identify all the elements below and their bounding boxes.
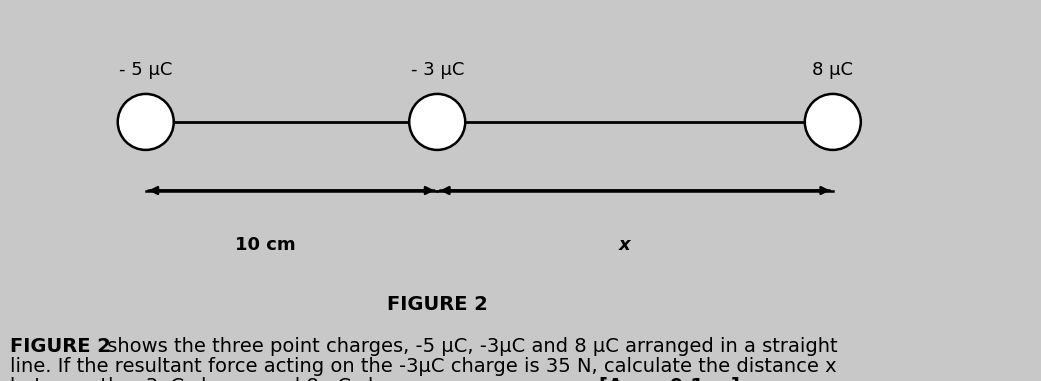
Text: FIGURE 2: FIGURE 2	[10, 337, 111, 356]
Text: shows the three point charges, -5 μC, -3μC and 8 μC arranged in a straight: shows the three point charges, -5 μC, -3…	[101, 337, 838, 356]
Text: - 5 μC: - 5 μC	[119, 61, 173, 79]
Ellipse shape	[118, 94, 174, 150]
Text: line. If the resultant force acting on the -3μC charge is 35 N, calculate the di: line. If the resultant force acting on t…	[10, 357, 837, 376]
Ellipse shape	[409, 94, 465, 150]
Text: FIGURE 2: FIGURE 2	[387, 295, 487, 314]
Text: [Ans : 0.1 m]: [Ans : 0.1 m]	[599, 377, 739, 381]
Text: x: x	[618, 236, 631, 254]
Text: 10 cm: 10 cm	[235, 236, 296, 254]
Ellipse shape	[805, 94, 861, 150]
Text: between the -3μC charge and 8 μC charge.: between the -3μC charge and 8 μC charge.	[10, 377, 437, 381]
Text: 8 μC: 8 μC	[812, 61, 854, 79]
Text: - 3 μC: - 3 μC	[410, 61, 464, 79]
